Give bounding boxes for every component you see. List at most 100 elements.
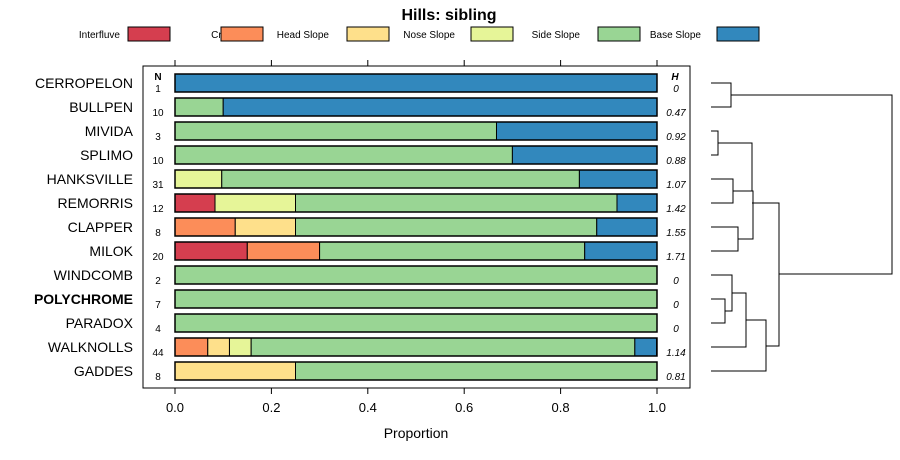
bar-segment bbox=[578, 169, 658, 189]
bar-outline bbox=[174, 337, 658, 357]
bar-segment bbox=[174, 145, 513, 165]
dendrogram bbox=[711, 82, 893, 372]
dendrogram-branch bbox=[711, 178, 734, 204]
n-value: 8 bbox=[155, 372, 161, 383]
bar-outline bbox=[174, 313, 658, 333]
bar-segment bbox=[596, 217, 658, 237]
bar-outline bbox=[174, 169, 658, 189]
dendrogram-branch bbox=[711, 130, 719, 156]
x-tick-label: 0.6 bbox=[455, 400, 473, 415]
dendrogram-branch bbox=[711, 319, 767, 372]
h-value: 0 bbox=[673, 84, 679, 95]
h-value: 0 bbox=[673, 276, 679, 287]
bar-outline bbox=[174, 265, 658, 285]
bar-segment bbox=[222, 97, 658, 117]
legend-label: Interfluve bbox=[79, 30, 121, 41]
h-value: 1.07 bbox=[666, 180, 686, 191]
bar-segment bbox=[295, 193, 618, 213]
dendrogram-branch bbox=[731, 94, 893, 275]
x-tick-label: 0.8 bbox=[552, 400, 570, 415]
bar-outline bbox=[174, 361, 658, 381]
bar-segment bbox=[511, 145, 658, 165]
legend-swatch bbox=[597, 26, 641, 42]
x-tick-label: 1.0 bbox=[648, 400, 666, 415]
legend-label: Head Slope bbox=[277, 30, 330, 41]
legend-swatch bbox=[716, 26, 760, 42]
site-label: WALKNOLLS bbox=[48, 339, 133, 355]
site-label: CLAPPER bbox=[68, 219, 133, 235]
h-value: 1.42 bbox=[666, 204, 686, 215]
legend-swatch bbox=[346, 26, 390, 42]
bar-segment bbox=[174, 361, 296, 381]
bar-outline bbox=[174, 73, 658, 93]
bar-outline bbox=[174, 97, 658, 117]
dendrogram-branch bbox=[718, 142, 753, 191]
h-column-header: H bbox=[671, 72, 679, 83]
n-value: 1 bbox=[155, 84, 161, 95]
dendrogram-branch bbox=[733, 190, 754, 240]
dendrogram-branch bbox=[711, 292, 747, 348]
h-value: 1.71 bbox=[666, 252, 685, 263]
n-column-header: N bbox=[154, 72, 161, 83]
bar-outline bbox=[174, 289, 658, 309]
n-value: 10 bbox=[152, 156, 164, 167]
x-tick-label: 0.0 bbox=[166, 400, 184, 415]
bar-segment bbox=[174, 337, 209, 357]
site-label: BULLPEN bbox=[69, 99, 133, 115]
dendrogram-branch bbox=[711, 226, 739, 252]
legend-label: Base Slope bbox=[650, 30, 702, 41]
n-value: 20 bbox=[152, 252, 164, 263]
site-label: GADDES bbox=[74, 363, 133, 379]
bar-segment bbox=[246, 241, 321, 261]
n-value: 3 bbox=[155, 132, 161, 143]
bar-outline bbox=[174, 121, 658, 141]
n-value: 2 bbox=[155, 276, 161, 287]
site-label: REMORRIS bbox=[58, 195, 133, 211]
n-value: 31 bbox=[152, 180, 164, 191]
n-value: 44 bbox=[152, 348, 164, 359]
bar-segment bbox=[234, 217, 296, 237]
h-value: 0.88 bbox=[666, 156, 686, 167]
h-value: 0 bbox=[673, 324, 679, 335]
bar-segment bbox=[174, 313, 658, 333]
chart-title: Hills: sibling bbox=[401, 7, 496, 24]
legend-swatch bbox=[470, 26, 514, 42]
bar-outline bbox=[174, 217, 658, 237]
bar-outline bbox=[174, 145, 658, 165]
bar-segment bbox=[174, 217, 236, 237]
legend-swatch bbox=[220, 26, 264, 42]
n-value: 8 bbox=[155, 228, 161, 239]
dendrogram-branch bbox=[711, 82, 732, 108]
h-value: 1.55 bbox=[666, 228, 686, 239]
bar-segment bbox=[495, 121, 658, 141]
bar-segment bbox=[174, 265, 658, 285]
site-label: CERROPELON bbox=[35, 75, 133, 91]
bar-segment bbox=[221, 169, 580, 189]
site-label: MIVIDA bbox=[85, 123, 134, 139]
bar-segment bbox=[634, 337, 658, 357]
h-value: 0.81 bbox=[666, 372, 685, 383]
bar-outline bbox=[174, 241, 658, 261]
site-label: POLYCHROME bbox=[34, 291, 133, 307]
bar-segment bbox=[174, 97, 224, 117]
bar-segment bbox=[174, 289, 658, 309]
x-tick-label: 0.4 bbox=[359, 400, 377, 415]
bar-segment bbox=[295, 217, 598, 237]
site-label: MILOK bbox=[89, 243, 133, 259]
bar-segment bbox=[174, 121, 497, 141]
h-value: 0.92 bbox=[666, 132, 686, 143]
n-value: 7 bbox=[155, 300, 161, 311]
n-value: 10 bbox=[152, 108, 164, 119]
h-value: 1.14 bbox=[666, 348, 686, 359]
bar-segment bbox=[174, 193, 216, 213]
bar-segment bbox=[250, 337, 636, 357]
x-axis: 0.0 0.2 0.4 0.6 0.8 1.0 bbox=[166, 60, 666, 415]
site-label: PARADOX bbox=[66, 315, 134, 331]
x-axis-label: Proportion bbox=[384, 425, 449, 441]
site-label: WINDCOMB bbox=[54, 267, 133, 283]
bar-segment bbox=[319, 241, 586, 261]
legend-label: Nose Slope bbox=[403, 30, 455, 41]
legend-label: Side Slope bbox=[532, 30, 581, 41]
